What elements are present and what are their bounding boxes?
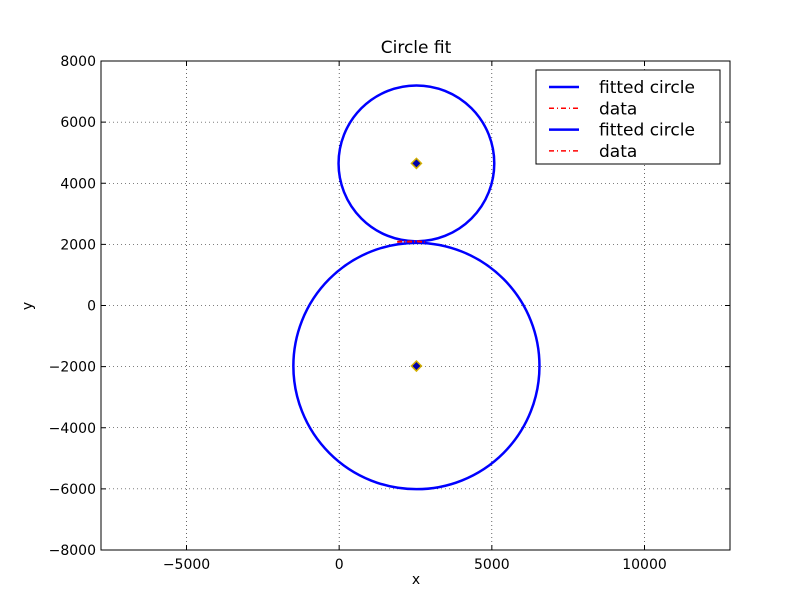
data-series-line [397, 240, 425, 243]
chart-title: Circle fit [381, 38, 452, 58]
plot-content [292, 84, 541, 491]
y-tick-label: 8000 [60, 54, 96, 70]
y-axis-label: y [20, 302, 36, 310]
fitted-circle [337, 84, 496, 243]
legend-label: data [599, 99, 637, 119]
x-tick-label: 0 [335, 557, 344, 573]
plot-area [292, 84, 541, 491]
fitted-circle [292, 241, 541, 491]
y-tick-label: 4000 [60, 176, 96, 192]
legend-box [535, 69, 721, 165]
y-tick-label: −2000 [49, 360, 96, 376]
legend-label: fitted circle [599, 121, 695, 141]
legend-label: fitted circle [599, 78, 695, 98]
y-tick-label: 0 [87, 299, 96, 315]
x-tick-label: −5000 [163, 557, 210, 573]
y-tick-label: −8000 [49, 543, 96, 559]
y-tick-label: 2000 [60, 237, 96, 253]
y-tick-label: −4000 [49, 421, 96, 437]
legend-label: data [599, 142, 637, 162]
y-tick-label: −6000 [49, 482, 96, 498]
y-tick-label: 6000 [60, 115, 96, 131]
circle-center-marker [410, 157, 423, 170]
circle-center-marker [410, 359, 423, 373]
x-axis-label: x [412, 572, 420, 588]
x-tick-label: 10000 [622, 557, 667, 573]
ticks: −5000 0 5000 10000 −8000 −6000 −4000 −2000 0 2000… [49, 54, 730, 573]
x-tick-label: 5000 [474, 557, 510, 573]
